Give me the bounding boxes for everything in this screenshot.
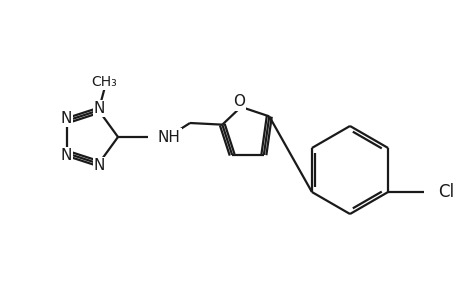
Text: N: N <box>94 158 105 173</box>
Text: Cl: Cl <box>437 183 453 201</box>
Text: N: N <box>61 148 72 163</box>
Text: CH₃: CH₃ <box>91 75 117 89</box>
Text: N: N <box>61 111 72 126</box>
Text: O: O <box>233 94 245 110</box>
Text: N: N <box>94 101 105 116</box>
Text: NH: NH <box>157 130 180 145</box>
